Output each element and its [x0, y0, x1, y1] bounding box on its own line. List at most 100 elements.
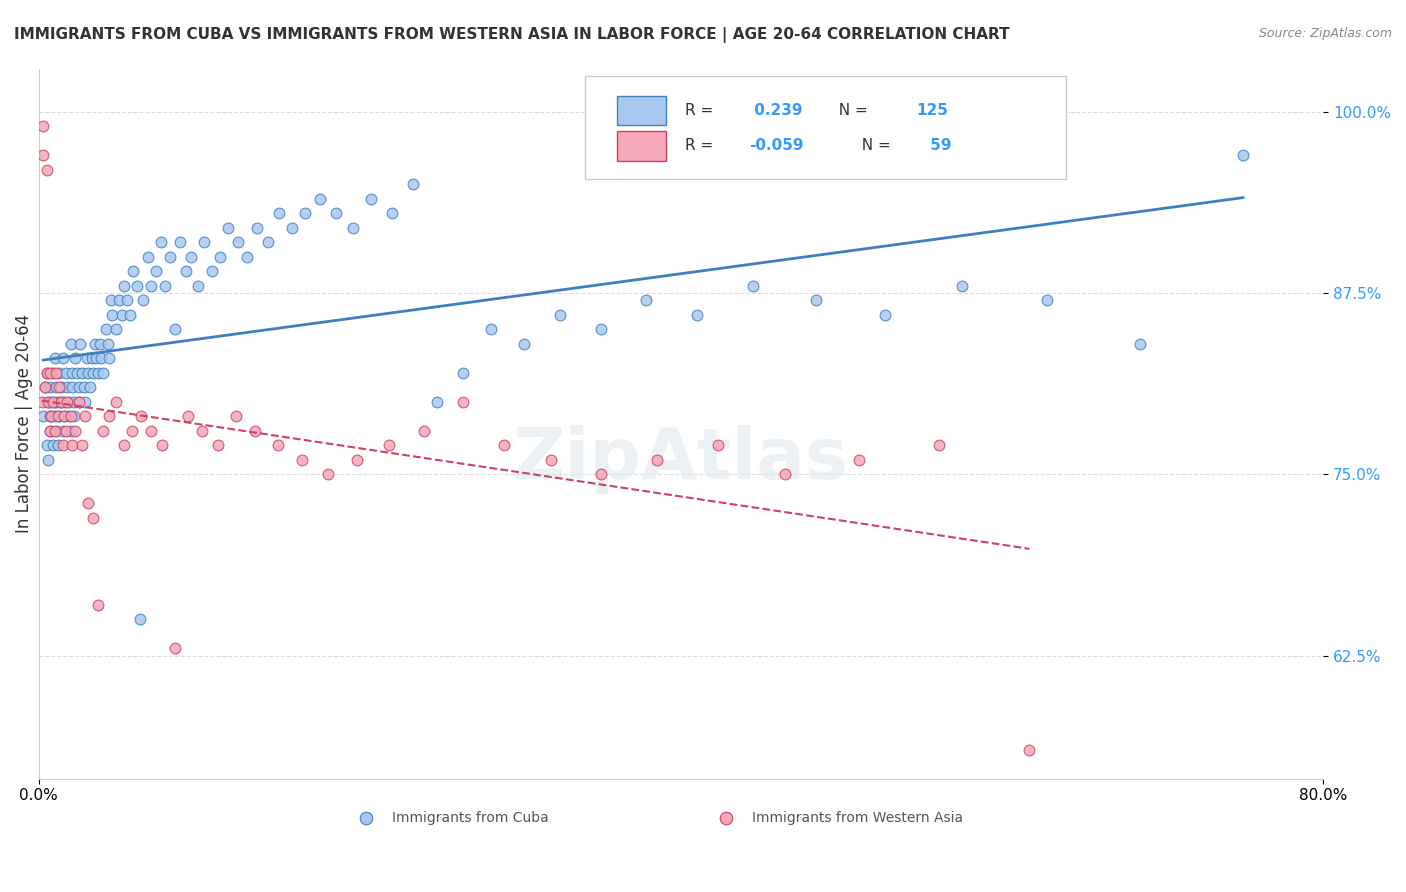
Text: 125: 125	[917, 103, 948, 118]
Point	[308, 192, 330, 206]
Point	[44, 351, 66, 366]
Text: R =: R =	[685, 103, 718, 118]
Point	[58, 409, 80, 424]
Point	[46, 395, 69, 409]
Point	[325, 206, 347, 220]
Point	[928, 438, 950, 452]
Point	[60, 380, 83, 394]
Point	[120, 308, 142, 322]
FancyBboxPatch shape	[617, 131, 665, 161]
Point	[165, 641, 187, 656]
Point	[91, 424, 114, 438]
Point	[52, 351, 75, 366]
Point	[55, 366, 77, 380]
Point	[35, 163, 58, 178]
Point	[49, 395, 72, 409]
Point	[269, 206, 291, 220]
Text: -0.059: -0.059	[749, 138, 803, 153]
Point	[42, 395, 65, 409]
Point	[70, 366, 93, 380]
Point	[686, 308, 709, 322]
Point	[377, 438, 399, 452]
Point	[48, 380, 70, 394]
FancyBboxPatch shape	[617, 95, 665, 126]
Point	[34, 380, 56, 394]
Point	[31, 395, 53, 409]
Point	[111, 308, 134, 322]
Point	[82, 366, 104, 380]
Point	[346, 453, 368, 467]
Point	[342, 221, 364, 235]
Point	[848, 453, 870, 467]
Point	[1129, 337, 1152, 351]
Point	[267, 438, 290, 452]
Point	[45, 380, 67, 394]
Point	[45, 366, 67, 380]
Point	[44, 409, 66, 424]
Point	[150, 438, 173, 452]
Point	[58, 395, 80, 409]
Point	[35, 366, 58, 380]
Point	[35, 438, 58, 452]
Point	[55, 424, 77, 438]
Point	[294, 206, 316, 220]
Point	[59, 409, 82, 424]
Point	[52, 424, 75, 438]
Point	[52, 438, 75, 452]
Point	[83, 337, 105, 351]
Point	[37, 395, 59, 409]
Text: N =: N =	[852, 138, 896, 153]
Point	[41, 409, 63, 424]
Text: Immigrants from Cuba: Immigrants from Cuba	[392, 811, 548, 825]
Point	[82, 511, 104, 525]
Point	[208, 250, 231, 264]
Point	[42, 366, 65, 380]
Point	[176, 264, 198, 278]
Point	[59, 424, 82, 438]
Point	[246, 221, 269, 235]
Point	[100, 293, 122, 308]
Point	[98, 351, 121, 366]
Point	[38, 424, 60, 438]
Point	[104, 322, 127, 336]
Point	[91, 366, 114, 380]
Point	[49, 395, 72, 409]
Point	[512, 337, 534, 351]
Text: Source: ZipAtlas.com: Source: ZipAtlas.com	[1258, 27, 1392, 40]
Point	[80, 351, 103, 366]
Point	[381, 206, 404, 220]
Point	[56, 395, 79, 409]
Point	[742, 279, 765, 293]
Point	[75, 409, 97, 424]
Point	[32, 148, 55, 162]
Text: 0.239: 0.239	[749, 103, 803, 118]
Point	[115, 293, 138, 308]
Point	[451, 366, 474, 380]
Point	[186, 279, 208, 293]
Point	[104, 395, 127, 409]
Point	[169, 235, 191, 250]
Point	[65, 351, 87, 366]
Text: IMMIGRANTS FROM CUBA VS IMMIGRANTS FROM WESTERN ASIA IN LABOR FORCE | AGE 20-64 : IMMIGRANTS FROM CUBA VS IMMIGRANTS FROM …	[14, 27, 1010, 43]
Point	[257, 235, 280, 250]
Point	[41, 395, 63, 409]
Point	[132, 293, 155, 308]
Point	[125, 279, 148, 293]
Point	[451, 395, 474, 409]
Point	[89, 337, 111, 351]
Point	[87, 598, 110, 612]
Point	[86, 351, 108, 366]
Point	[775, 467, 797, 482]
Point	[1232, 148, 1254, 162]
Point	[589, 322, 612, 336]
Point	[46, 409, 69, 424]
Point	[70, 438, 93, 452]
Point	[121, 424, 143, 438]
Point	[645, 453, 668, 467]
Point	[49, 380, 72, 394]
Point	[540, 453, 562, 467]
Point	[149, 235, 172, 250]
Point	[207, 438, 229, 452]
Point	[63, 409, 86, 424]
Point	[60, 366, 83, 380]
